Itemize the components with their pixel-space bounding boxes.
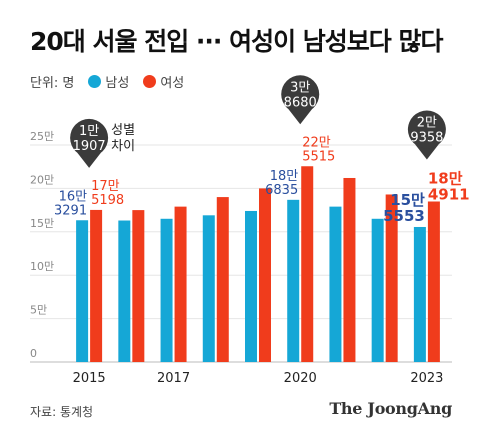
male-value-label: 3291 xyxy=(54,203,87,218)
male-bar xyxy=(160,218,173,362)
y-tick-label: 5만 xyxy=(30,304,47,317)
gap-marker-pointer xyxy=(415,144,439,160)
male-value-label: 16만 xyxy=(59,189,88,204)
y-tick-label: 20만 xyxy=(30,173,54,186)
male-bar xyxy=(413,226,426,362)
female-legend-label: 여성 xyxy=(160,76,185,91)
x-tick-label: 2023 xyxy=(410,371,443,386)
gap-marker-text: 1만 xyxy=(79,124,99,139)
source-note: 자료: 통계청 xyxy=(30,405,94,419)
female-bar xyxy=(385,194,398,362)
female-bar xyxy=(132,210,145,362)
male-value-label: 6835 xyxy=(265,183,298,198)
female-value-label: 17만 xyxy=(91,179,120,194)
female-bar xyxy=(259,188,271,362)
male-value-label: 15만 xyxy=(390,191,425,209)
male-value-label: 5553 xyxy=(383,207,425,225)
gap-marker-text: 9358 xyxy=(410,130,443,145)
chart-title: 20대 서울 전입 ··· 여성이 남성보다 많다 xyxy=(30,27,444,56)
female-value-label: 5515 xyxy=(302,149,335,164)
female-value-label: 22만 xyxy=(302,135,331,150)
female-bar xyxy=(90,209,103,362)
female-value-label: 18만 xyxy=(428,169,463,187)
female-bar xyxy=(343,177,356,362)
male-bar xyxy=(287,199,300,362)
gap-marker-pointer xyxy=(288,109,313,125)
gap-note-text: 차이 xyxy=(111,139,135,154)
female-legend-swatch xyxy=(143,75,157,88)
y-tick-label: 0 xyxy=(30,347,37,360)
gap-note-text: 성별 xyxy=(111,123,135,138)
gap-marker-text: 1907 xyxy=(73,139,106,154)
x-tick-label: 2015 xyxy=(73,371,106,386)
female-bar xyxy=(216,197,229,362)
female-bar xyxy=(174,206,187,362)
male-bar xyxy=(202,215,215,362)
x-tick-label: 2020 xyxy=(284,371,317,386)
publisher-logo: The JoongAng xyxy=(329,399,452,418)
gap-marker-bubble xyxy=(70,118,109,157)
gap-marker-bubble xyxy=(407,110,446,149)
male-legend-swatch xyxy=(88,75,102,88)
female-bar xyxy=(427,201,440,362)
male-legend-label: 남성 xyxy=(105,76,130,91)
male-bar xyxy=(118,220,131,362)
female-value-label: 5198 xyxy=(91,193,124,208)
male-bar xyxy=(245,210,257,362)
female-value-label: 4911 xyxy=(428,185,470,203)
gap-marker-bubble xyxy=(281,75,320,114)
male-bar xyxy=(371,218,384,362)
male-bar xyxy=(76,220,89,362)
gap-marker-pointer xyxy=(77,152,101,168)
legend: 단위: 명 남성 여성 xyxy=(30,72,184,91)
gap-marker-text: 8680 xyxy=(284,95,317,110)
unit-label: 단위: 명 xyxy=(30,76,75,91)
y-tick-label: 10만 xyxy=(30,260,54,273)
x-tick-label: 2017 xyxy=(157,371,190,386)
y-tick-label: 15만 xyxy=(30,217,54,230)
female-bar xyxy=(301,166,314,362)
gap-marker-text: 3만 xyxy=(290,80,310,95)
gap-marker-text: 2만 xyxy=(417,115,437,130)
male-bar xyxy=(329,206,342,362)
male-value-label: 18만 xyxy=(270,169,299,184)
y-tick-label: 25만 xyxy=(30,130,54,143)
